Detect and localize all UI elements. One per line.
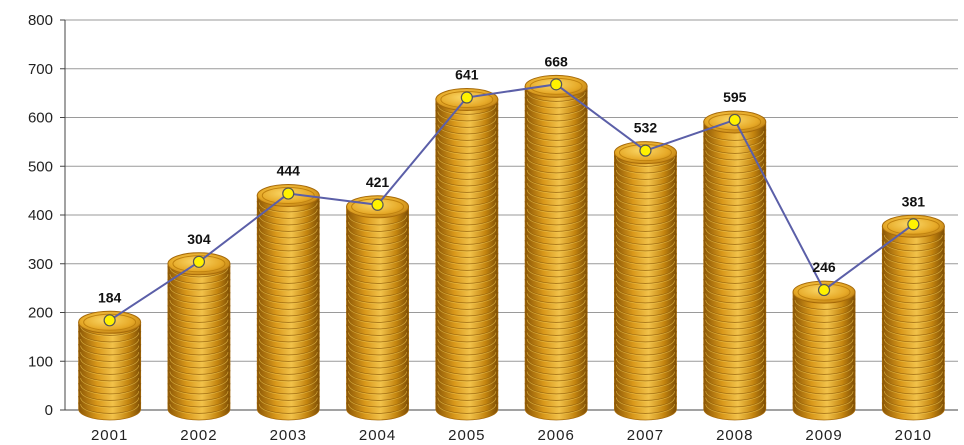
trend-point	[371, 198, 384, 211]
trend-point	[639, 144, 652, 157]
x-tick-label: 2004	[359, 427, 396, 444]
trend-point	[817, 283, 831, 297]
coin-stack-bar	[524, 74, 588, 421]
coin-stack-bar	[792, 280, 856, 421]
x-tick-label: 2006	[537, 427, 574, 444]
x-tick-label: 2008	[716, 427, 753, 444]
coin-stack-bar	[881, 214, 945, 421]
trend-point	[460, 91, 473, 104]
trend-point	[550, 78, 563, 91]
x-tick-label: 2009	[805, 427, 842, 444]
coin-stack-bar	[78, 310, 142, 421]
x-tick-label: 2002	[180, 427, 217, 444]
x-tick-label: 2010	[895, 427, 932, 444]
coin-stack-bar	[256, 184, 320, 421]
y-tick-label: 500	[28, 158, 53, 175]
data-label: 184	[98, 289, 122, 305]
trend-point	[907, 218, 920, 231]
data-label: 246	[812, 259, 836, 275]
data-label: 641	[455, 67, 479, 83]
y-tick-label: 800	[28, 12, 53, 29]
y-tick-label: 100	[28, 353, 53, 370]
trend-line	[103, 78, 920, 327]
data-label: 668	[544, 53, 568, 69]
coin-stack-bar	[703, 110, 767, 421]
data-label: 304	[187, 231, 211, 247]
y-tick-label: 0	[45, 402, 53, 419]
trend-point	[282, 187, 295, 200]
y-tick-label: 200	[28, 305, 53, 322]
coin-stack-bar	[167, 252, 231, 421]
trend-line-path	[109, 83, 914, 322]
trend-point	[103, 314, 116, 327]
data-label: 381	[902, 193, 926, 209]
axes: 0 100 200 300 400 500 600 700 800 2001 2002 2003 200…	[28, 12, 958, 444]
coin-stack-bar	[435, 88, 499, 421]
trend-point	[728, 113, 741, 127]
x-tick-label: 2003	[270, 427, 307, 444]
x-tick-label: 2005	[448, 427, 485, 444]
y-tick-label: 400	[28, 207, 53, 224]
x-tick-label: 2001	[91, 427, 128, 444]
coin-stacks	[78, 74, 945, 421]
y-tick-label: 600	[28, 110, 53, 127]
trend-point	[192, 255, 206, 268]
data-label: 532	[634, 120, 658, 136]
data-label: 421	[366, 174, 390, 190]
data-labels: 184 304 444 421 641 668 532 595 246 381	[98, 53, 925, 305]
y-tick-label: 300	[28, 256, 53, 273]
data-label: 444	[277, 163, 301, 179]
x-tick-label: 2007	[627, 427, 664, 444]
y-tick-label: 700	[28, 61, 53, 78]
coin-stack-bar	[346, 195, 410, 421]
coin-stack-bar	[613, 141, 677, 421]
data-label: 595	[723, 89, 747, 105]
